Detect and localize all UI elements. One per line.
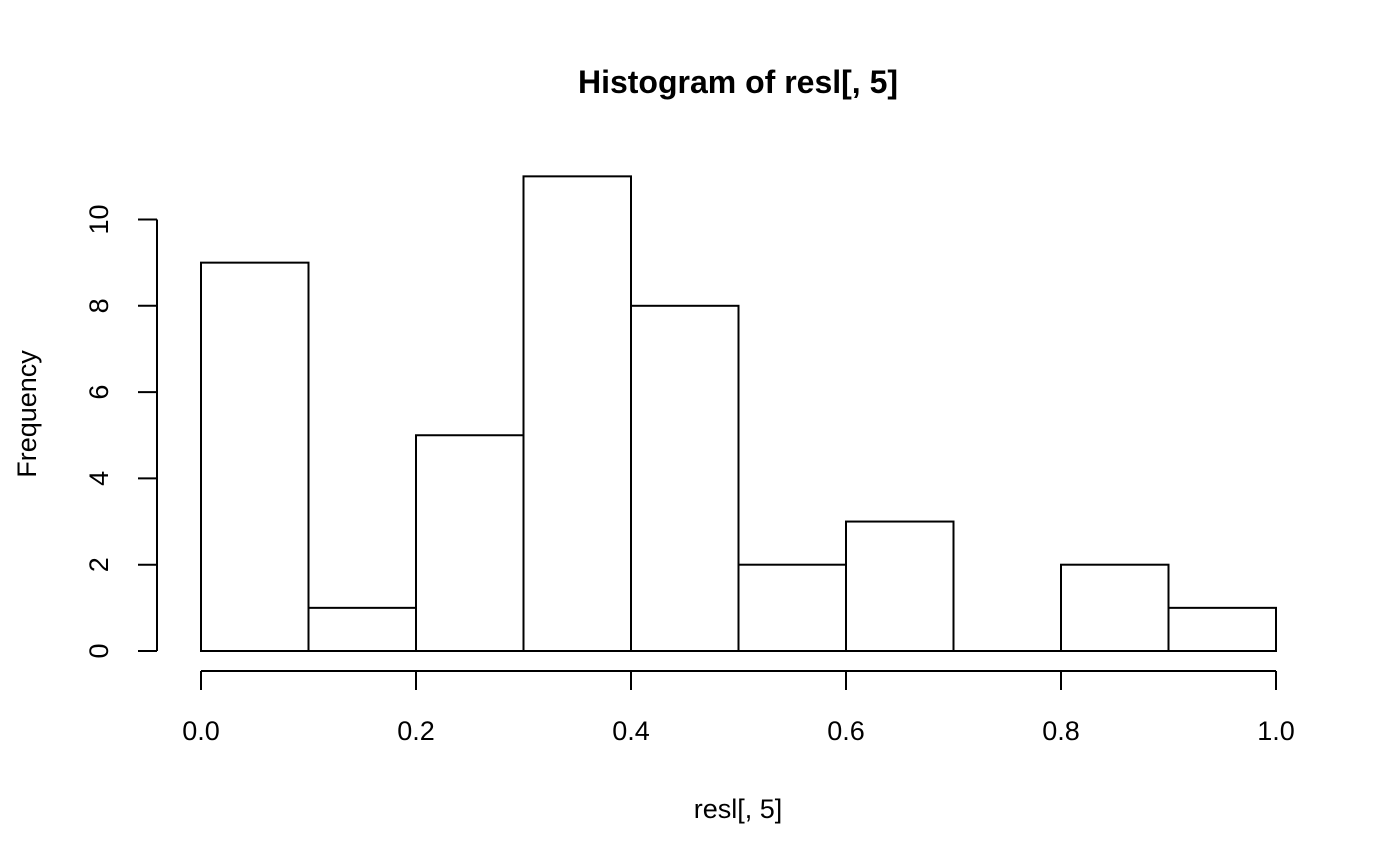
x-tick-label-0: 0.0 [182, 716, 220, 746]
histogram-bar-9 [1167, 606, 1277, 652]
histogram-bar-3 [522, 175, 632, 652]
y-axis: 0 2 4 6 8 10 [84, 204, 158, 659]
y-tick-label-1: 2 [84, 557, 114, 572]
x-axis-label: resl[, 5] [694, 794, 783, 824]
x-axis: 0.0 0.2 0.4 0.6 0.8 1.0 [182, 670, 1295, 746]
bars-group [200, 175, 1277, 653]
x-tick-label-3: 0.6 [827, 716, 865, 746]
y-tick-label-5: 10 [84, 204, 114, 234]
histogram-bar-6 [845, 520, 955, 652]
y-tick-label-0: 0 [84, 643, 114, 658]
x-tick-label-1: 0.2 [397, 716, 435, 746]
y-tick-label-2: 4 [84, 471, 114, 486]
y-tick-label-3: 6 [84, 385, 114, 400]
chart-title: Histogram of resl[, 5] [578, 64, 898, 100]
histogram-bar-5 [737, 563, 847, 653]
histogram-bar-1 [307, 606, 417, 652]
histogram-bar-0 [200, 261, 310, 652]
y-tick-label-4: 8 [84, 298, 114, 313]
histogram-bar-4 [630, 304, 740, 652]
x-tick-label-2: 0.4 [612, 716, 650, 746]
y-axis-label: Frequency [12, 350, 42, 478]
x-tick-label-4: 0.8 [1042, 716, 1080, 746]
histogram-bar-8 [1060, 563, 1170, 653]
x-tick-label-5: 1.0 [1257, 716, 1295, 746]
histogram-bar-2 [415, 434, 525, 652]
